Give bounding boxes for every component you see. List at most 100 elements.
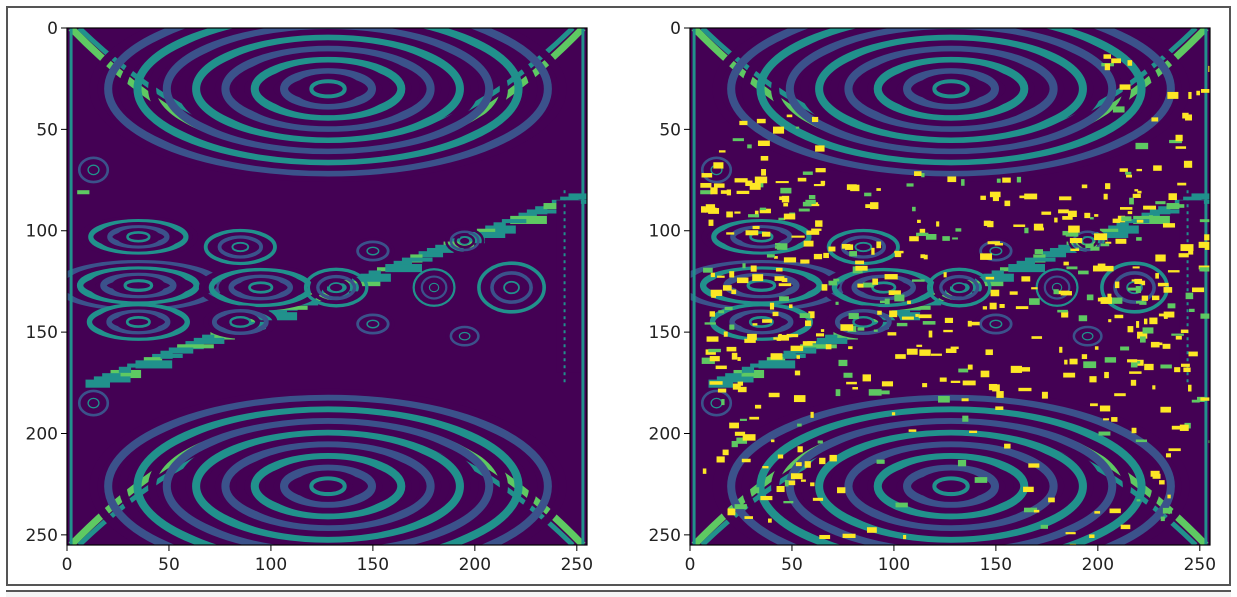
chaos-speck (783, 350, 796, 359)
yellow-speck (774, 246, 779, 249)
chaos-speck (526, 209, 558, 214)
yellow-speck (1127, 359, 1138, 363)
yellow-speck (802, 201, 812, 207)
yellow-speck (1169, 139, 1182, 144)
yellow-speck (996, 178, 1001, 183)
island-0-ring (78, 215, 199, 258)
island-4-ring (228, 274, 294, 301)
y-tick-label: 100 (26, 222, 58, 242)
yellow-speck (1134, 189, 1139, 192)
yellow-speck (1199, 267, 1210, 272)
yellow-speck (1200, 313, 1210, 319)
yellow-speck (1163, 311, 1175, 318)
chaos-speck (135, 360, 173, 369)
chaos-speck (1008, 264, 1045, 273)
yellow-speck (1104, 371, 1109, 379)
yellow-speck (784, 480, 789, 487)
yellow-speck (819, 457, 826, 465)
yellow-speck (1102, 265, 1114, 272)
yellow-speck (1010, 365, 1022, 373)
island-2-ring (106, 309, 171, 335)
yellow-speck (1018, 387, 1032, 392)
yellow-speck (713, 183, 725, 188)
yellow-speck (1092, 265, 1104, 272)
yellow-speck (748, 214, 760, 218)
yellow-speck (709, 311, 716, 317)
yellow-speck (1059, 346, 1063, 353)
island-6-core (953, 283, 966, 292)
yellow-speck (1163, 287, 1173, 293)
yellow-speck (1188, 91, 1192, 99)
chaos-speck (725, 373, 744, 378)
yellow-speck (775, 181, 789, 184)
vortex-bottom-ring (785, 418, 1117, 545)
vortex-bottom-ring (236, 447, 420, 526)
yellow-speck (857, 327, 865, 331)
yellow-speck (1104, 357, 1117, 363)
chaos-speck (401, 257, 433, 262)
yellow-speck (744, 516, 753, 519)
yellow-speck (1144, 363, 1154, 371)
chaos-speck (1149, 209, 1181, 214)
yellow-speck (786, 333, 799, 338)
yellow-speck (936, 221, 940, 227)
yellow-speck (1107, 293, 1112, 299)
yellow-speck (749, 182, 761, 190)
yellow-speck (1078, 270, 1089, 275)
chaos-speck (426, 247, 464, 253)
yellow-speck (1067, 210, 1077, 218)
yellow-speck (1114, 281, 1120, 289)
yellow-speck (817, 440, 823, 444)
vortex-top-ring (192, 34, 464, 144)
yellow-speck (909, 236, 919, 242)
chaos-speck (318, 289, 350, 296)
yellow-speck (783, 257, 797, 263)
yellow-speck (734, 431, 746, 436)
chaos-speck (127, 363, 152, 368)
yellow-speck (876, 459, 885, 464)
chaos-speck (93, 376, 131, 383)
yellow-speck (894, 294, 905, 302)
chaos-speck (168, 347, 194, 354)
yellow-speck (961, 398, 969, 402)
yellow-speck (1152, 342, 1163, 346)
yellow-speck (779, 196, 785, 200)
axes-frame (689, 27, 1211, 546)
yellow-speck (862, 282, 874, 288)
yellow-speck (1198, 241, 1210, 248)
yellow-speck (731, 289, 737, 295)
yellow-speck (713, 162, 724, 169)
chaos-speck (510, 215, 547, 224)
yellow-speck (726, 189, 732, 196)
yellow-speck (1105, 241, 1112, 244)
yellow-speck (1041, 211, 1052, 215)
yellow-speck (1199, 219, 1210, 223)
chaos-speck (816, 337, 848, 344)
vortex-bottom-ring (221, 441, 435, 532)
island-3-ring (217, 235, 264, 259)
yellow-speck (716, 456, 725, 463)
vortex-bottom-ring (133, 406, 523, 545)
island-13-ring (82, 160, 105, 180)
yellow-speck (742, 434, 756, 441)
yellow-speck (1189, 308, 1195, 313)
yellow-speck (1109, 508, 1121, 514)
yellow-speck (968, 321, 980, 326)
yellow-speck (710, 272, 715, 278)
yellow-speck (1020, 367, 1031, 372)
yellow-speck (842, 533, 856, 538)
yellow-speck (945, 348, 957, 353)
island-2-ring (116, 312, 161, 332)
chaos-speck (385, 264, 422, 273)
yellow-speck (709, 381, 723, 385)
yellow-speck (749, 416, 760, 420)
yellow-speck (955, 228, 962, 232)
yellow-speck (717, 275, 725, 278)
chaos-speck (476, 228, 496, 233)
yellow-speck (790, 473, 803, 480)
yellow-speck (1104, 63, 1111, 71)
yellow-speck (884, 298, 890, 305)
yellow-speck (786, 114, 793, 118)
yellow-speck (1112, 218, 1121, 223)
yellow-speck (828, 280, 837, 286)
